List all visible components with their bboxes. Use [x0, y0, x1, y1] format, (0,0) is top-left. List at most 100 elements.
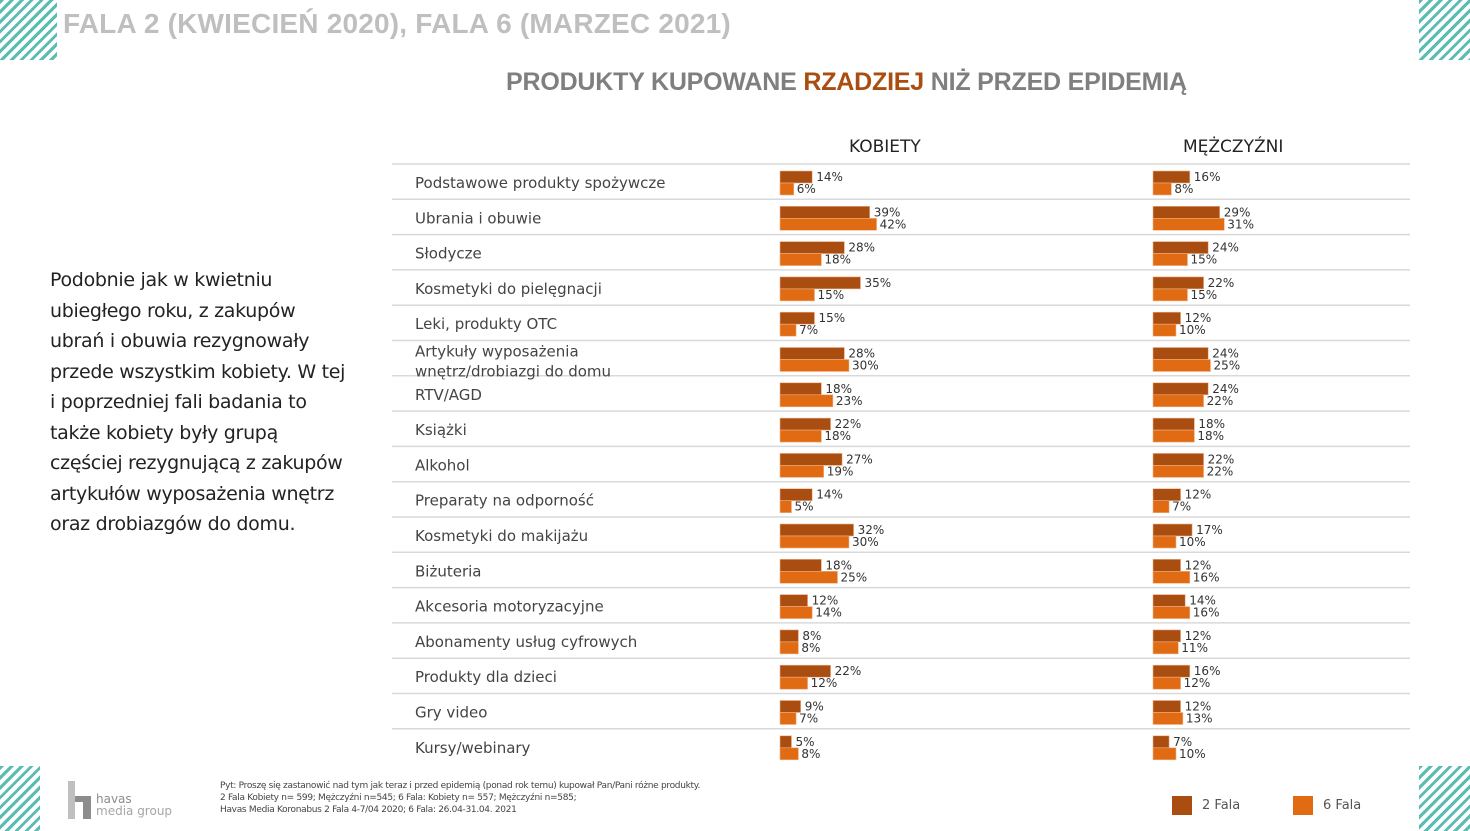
chart-title-post: NIŻ PRZED EPIDEMIĄ: [924, 68, 1187, 96]
value-label-mezczyzni-2-fala: 12%: [1185, 488, 1212, 502]
bar-mezczyzni-6-fala: [1152, 712, 1184, 725]
value-label-mezczyzni-2-fala: 17%: [1196, 523, 1223, 537]
bar-mezczyzni-2-fala: [1152, 382, 1209, 396]
bar-mezczyzni-2-fala: [1152, 558, 1181, 572]
chart-title-pre: PRODUKTY KUPOWANE: [506, 68, 804, 96]
value-label-mezczyzni-2-fala: 22%: [1208, 452, 1235, 466]
bar-kobiety-2-fala: [779, 347, 845, 360]
value-label-kobiety-2-fala: 27%: [846, 452, 873, 466]
value-label-mezczyzni-2-fala: 24%: [1212, 241, 1239, 255]
value-label-kobiety-2-fala: 22%: [835, 417, 862, 431]
value-label-mezczyzni-2-fala: 12%: [1185, 558, 1212, 572]
decorative-stripes-bottom-right: [1419, 766, 1470, 831]
logo-mark-part: [83, 796, 91, 819]
category-label: Preparaty na odporność: [415, 492, 594, 510]
logo-text-line2: media group: [96, 804, 173, 818]
value-label-mezczyzni-2-fala: 7%: [1173, 735, 1192, 749]
legend-label-6-fala: 6 Fala: [1323, 798, 1362, 813]
bar-kobiety-6-fala: [779, 500, 792, 514]
bar-mezczyzni-6-fala: [1152, 747, 1177, 761]
page-title: FALA 2 (KWIECIEŃ 2020), FALA 6 (MARZEC 2…: [63, 8, 731, 39]
value-label-kobiety-2-fala: 28%: [848, 347, 875, 361]
value-label-mezczyzni-6-fala: 11%: [1181, 641, 1208, 655]
value-label-mezczyzni-2-fala: 18%: [1198, 417, 1225, 431]
value-label-kobiety-2-fala: 18%: [825, 558, 852, 572]
value-label-kobiety-2-fala: 12%: [812, 594, 839, 608]
value-label-kobiety-6-fala: 19%: [827, 464, 854, 478]
bar-kobiety-6-fala: [779, 429, 822, 443]
value-label-kobiety-2-fala: 35%: [865, 276, 892, 290]
bar-mezczyzni-6-fala: [1152, 323, 1177, 337]
value-label-kobiety-2-fala: 9%: [805, 700, 824, 714]
value-label-kobiety-6-fala: 6%: [797, 182, 816, 196]
bar-kobiety-2-fala: [779, 311, 815, 325]
bar-mezczyzni-6-fala: [1152, 218, 1225, 231]
bar-mezczyzni-2-fala: [1152, 735, 1170, 749]
value-label-mezczyzni-6-fala: 31%: [1227, 217, 1254, 231]
bar-kobiety-6-fala: [779, 288, 815, 302]
value-label-mezczyzni-2-fala: 16%: [1194, 170, 1221, 184]
bar-kobiety-6-fala: [779, 218, 877, 231]
value-label-mezczyzni-6-fala: 25%: [1214, 359, 1241, 373]
value-label-mezczyzni-6-fala: 15%: [1191, 288, 1218, 302]
bar-kobiety-2-fala: [779, 523, 854, 537]
bar-mezczyzni-6-fala: [1152, 288, 1188, 302]
bar-kobiety-2-fala: [779, 594, 808, 607]
bar-kobiety-6-fala: [779, 747, 799, 761]
decorative-stripes-bottom-left: [0, 766, 40, 831]
value-label-kobiety-6-fala: 5%: [795, 500, 814, 514]
panel-header-mezczyzni: MĘŻCZYŹNI: [1183, 137, 1284, 157]
value-label-mezczyzni-2-fala: 12%: [1185, 700, 1212, 714]
bar-kobiety-2-fala: [779, 170, 813, 184]
value-label-mezczyzni-6-fala: 10%: [1179, 747, 1206, 761]
bar-kobiety-6-fala: [779, 641, 799, 655]
bar-mezczyzni-2-fala: [1152, 453, 1204, 466]
value-label-mezczyzni-6-fala: 10%: [1179, 535, 1206, 549]
bar-kobiety-6-fala: [779, 535, 850, 549]
category-label: RTV/AGD: [415, 386, 482, 404]
bar-kobiety-2-fala: [779, 629, 799, 643]
logo-mark-part: [75, 796, 83, 802]
value-label-kobiety-2-fala: 14%: [816, 170, 843, 184]
logo-mark: [68, 781, 75, 819]
value-label-kobiety-2-fala: 28%: [848, 241, 875, 255]
footnote-line-1: Pyt: Proszę się zastanowić nad tym jak t…: [220, 781, 701, 791]
bar-mezczyzni-2-fala: [1152, 594, 1186, 607]
bar-kobiety-6-fala: [779, 359, 850, 372]
category-label: Abonamenty usług cyfrowych: [415, 633, 637, 651]
value-label-mezczyzni-2-fala: 12%: [1185, 311, 1212, 325]
legend-label-2-fala: 2 Fala: [1202, 798, 1241, 813]
bar-kobiety-6-fala: [779, 394, 834, 408]
value-label-mezczyzni-6-fala: 10%: [1179, 323, 1206, 337]
value-label-mezczyzni-6-fala: 15%: [1191, 253, 1218, 267]
bar-kobiety-2-fala: [779, 382, 822, 396]
legend-swatch-6-fala: [1293, 796, 1313, 815]
value-label-kobiety-6-fala: 15%: [818, 288, 845, 302]
bar-kobiety-2-fala: [779, 206, 870, 219]
bar-mezczyzni-2-fala: [1152, 206, 1220, 219]
value-label-mezczyzni-2-fala: 29%: [1224, 205, 1251, 219]
value-label-kobiety-6-fala: 23%: [836, 394, 863, 408]
bar-mezczyzni-6-fala: [1152, 641, 1179, 655]
bar-kobiety-2-fala: [779, 488, 813, 502]
category-label: Biżuteria: [415, 562, 481, 580]
legend-swatch-2-fala: [1172, 796, 1192, 815]
value-label-kobiety-6-fala: 8%: [801, 641, 820, 655]
bar-kobiety-2-fala: [779, 417, 831, 431]
value-label-kobiety-6-fala: 8%: [801, 747, 820, 761]
panel-header-kobiety: KOBIETY: [849, 137, 921, 157]
bar-kobiety-6-fala: [779, 465, 825, 478]
commentary-text: Podobnie jak w kwietniu ubiegłego roku, …: [50, 269, 346, 535]
value-label-mezczyzni-2-fala: 14%: [1189, 594, 1216, 608]
bar-mezczyzni-6-fala: [1152, 606, 1191, 619]
bar-mezczyzni-2-fala: [1152, 417, 1195, 431]
value-label-kobiety-2-fala: 22%: [835, 664, 862, 678]
decorative-stripes-top-right: [1419, 0, 1470, 60]
bar-kobiety-2-fala: [779, 558, 822, 572]
category-label: Słodycze: [415, 245, 482, 263]
bar-mezczyzni-6-fala: [1152, 253, 1188, 266]
category-label: Kosmetyki do makijażu: [415, 527, 588, 545]
value-label-kobiety-6-fala: 7%: [799, 323, 818, 337]
category-label: Kosmetyki do pielęgnacji: [415, 280, 602, 298]
